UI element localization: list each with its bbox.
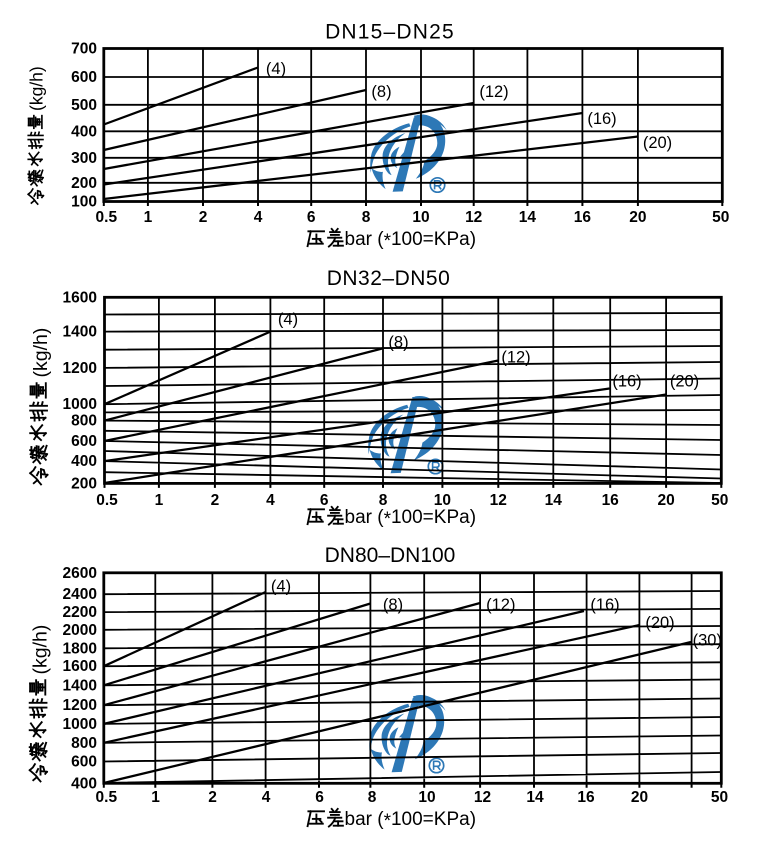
svg-text:(16): (16)	[587, 110, 616, 128]
svg-text:300: 300	[71, 150, 97, 167]
svg-text:1: 1	[144, 209, 153, 226]
svg-text:DN15–DN25: DN15–DN25	[325, 21, 455, 44]
svg-text:800: 800	[71, 413, 97, 430]
svg-text:400: 400	[71, 775, 97, 792]
svg-text:(4): (4)	[266, 60, 286, 78]
svg-text:(30): (30)	[693, 632, 722, 650]
svg-text:1400: 1400	[63, 677, 97, 694]
svg-text:8: 8	[368, 789, 377, 806]
svg-text:0.5: 0.5	[96, 492, 118, 509]
svg-text:200: 200	[71, 475, 97, 492]
svg-text:16: 16	[577, 789, 595, 806]
svg-text:14: 14	[519, 209, 537, 226]
svg-text:20: 20	[629, 209, 646, 226]
svg-text:8: 8	[362, 209, 371, 226]
svg-text:6: 6	[315, 789, 324, 806]
svg-text:bar (*100=KPa): bar (*100=KPa)	[345, 809, 477, 832]
svg-text:50: 50	[711, 789, 728, 806]
svg-text:(20): (20)	[645, 614, 674, 632]
svg-text:(12): (12)	[486, 596, 515, 614]
svg-text:400: 400	[71, 123, 97, 140]
svg-text:1: 1	[155, 492, 164, 509]
svg-text:(kg/h): (kg/h)	[27, 66, 47, 111]
svg-text:(12): (12)	[479, 83, 508, 101]
svg-text:12: 12	[490, 492, 507, 509]
svg-text:bar (*100=KPa): bar (*100=KPa)	[345, 229, 477, 252]
svg-text:10: 10	[412, 209, 429, 226]
svg-text:12: 12	[474, 789, 491, 806]
svg-text:50: 50	[711, 492, 728, 509]
svg-text:(kg/h): (kg/h)	[30, 328, 52, 378]
svg-text:bar (*100=KPa): bar (*100=KPa)	[345, 507, 477, 530]
svg-text:(8): (8)	[371, 83, 391, 101]
svg-text:(16): (16)	[590, 596, 619, 614]
svg-text:1: 1	[151, 789, 160, 806]
svg-text:14: 14	[545, 492, 563, 509]
svg-text:1000: 1000	[63, 716, 97, 733]
svg-text:2: 2	[199, 209, 208, 226]
svg-text:2200: 2200	[63, 604, 97, 621]
svg-text:700: 700	[71, 41, 97, 58]
svg-text:1600: 1600	[63, 658, 97, 675]
svg-text:4: 4	[262, 789, 271, 806]
svg-text:500: 500	[71, 97, 97, 114]
svg-text:20: 20	[657, 492, 674, 509]
svg-text:2400: 2400	[63, 586, 97, 603]
svg-text:2000: 2000	[63, 622, 97, 639]
svg-text:10: 10	[418, 789, 435, 806]
svg-text:200: 200	[71, 175, 97, 192]
svg-text:(8): (8)	[383, 596, 403, 614]
svg-text:20: 20	[631, 789, 648, 806]
svg-text:6: 6	[307, 209, 316, 226]
svg-text:10: 10	[434, 492, 451, 509]
svg-text:1400: 1400	[63, 324, 97, 341]
svg-text:2: 2	[208, 789, 217, 806]
svg-text:400: 400	[71, 453, 97, 470]
svg-text:0.5: 0.5	[96, 209, 118, 226]
svg-text:1200: 1200	[63, 360, 97, 377]
svg-text:12: 12	[465, 209, 482, 226]
svg-text:600: 600	[71, 69, 97, 86]
svg-text:2: 2	[211, 492, 220, 509]
svg-text:600: 600	[71, 754, 97, 771]
svg-text:(12): (12)	[501, 349, 530, 367]
svg-text:(4): (4)	[278, 311, 298, 329]
svg-text:(8): (8)	[388, 333, 408, 351]
svg-text:(20): (20)	[670, 373, 699, 391]
svg-text:4: 4	[254, 209, 263, 226]
svg-text:1000: 1000	[63, 396, 97, 413]
svg-text:16: 16	[574, 209, 592, 226]
svg-text:(20): (20)	[643, 134, 672, 152]
svg-text:(4): (4)	[271, 578, 291, 596]
svg-text:(16): (16)	[612, 373, 641, 391]
svg-text:0.5: 0.5	[96, 789, 118, 806]
svg-text:50: 50	[712, 209, 729, 226]
svg-text:(kg/h): (kg/h)	[29, 625, 51, 675]
svg-text:600: 600	[71, 433, 97, 450]
svg-text:DN32–DN50: DN32–DN50	[327, 267, 451, 290]
svg-text:1800: 1800	[63, 640, 97, 657]
svg-text:DN80–DN100: DN80–DN100	[325, 544, 456, 567]
svg-text:1600: 1600	[63, 289, 97, 306]
svg-text:2600: 2600	[63, 565, 97, 582]
svg-text:4: 4	[266, 492, 275, 509]
svg-text:1200: 1200	[63, 697, 97, 714]
svg-text:800: 800	[71, 735, 97, 752]
svg-text:16: 16	[602, 492, 620, 509]
svg-text:14: 14	[526, 789, 544, 806]
svg-text:6: 6	[320, 492, 329, 509]
svg-text:100: 100	[71, 194, 97, 211]
svg-text:8: 8	[379, 492, 388, 509]
